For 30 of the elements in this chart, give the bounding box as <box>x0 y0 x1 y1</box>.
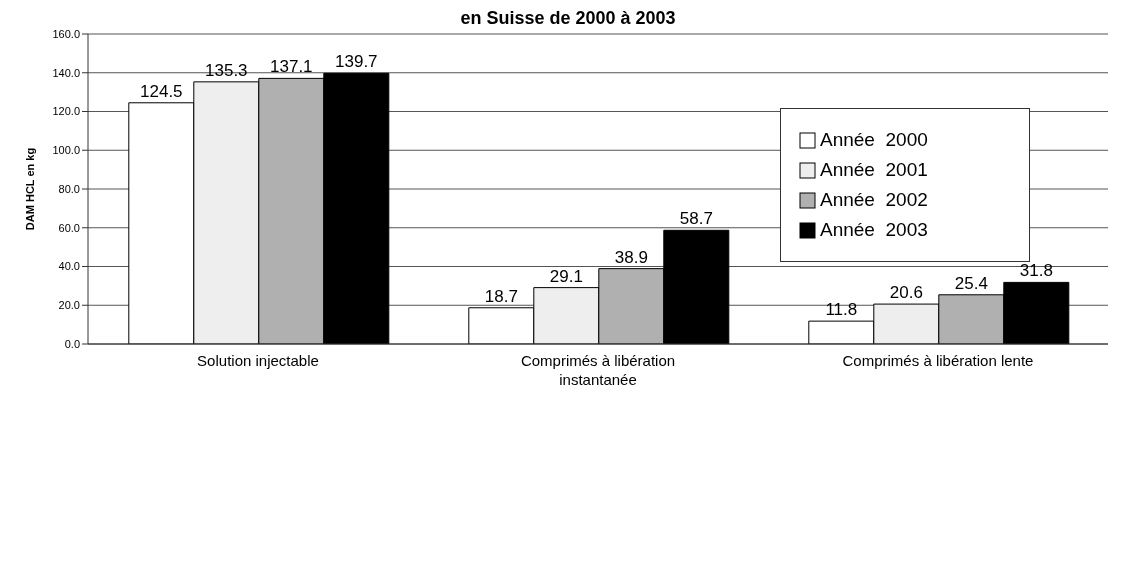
x-tick-label: Comprimés à libération instantanée <box>520 352 676 388</box>
y-tick-label: 0.0 <box>64 337 80 350</box>
data-label: 29.1 <box>549 266 583 286</box>
legend-label: Année 2003 <box>820 219 928 241</box>
data-label: 58.7 <box>679 209 713 229</box>
legend-label: Année 2001 <box>820 159 928 181</box>
y-tick-label: 80.0 <box>58 182 80 195</box>
data-label: 25.4 <box>954 273 988 293</box>
y-tick-label: 100.0 <box>52 144 80 157</box>
data-label: 18.7 <box>484 286 518 306</box>
legend-label: Année 2002 <box>820 189 928 211</box>
data-label: 135.3 <box>205 60 248 80</box>
y-axis-title: DAM HCL en kg <box>23 147 36 231</box>
y-tick-label: 60.0 <box>58 221 80 234</box>
y-tick-label: 160.0 <box>52 27 80 40</box>
data-label: 139.7 <box>335 52 378 72</box>
x-tick-label: Comprimés à libération lente <box>842 352 1034 369</box>
data-label: 137.1 <box>270 57 313 77</box>
y-tick-label: 20.0 <box>58 299 80 312</box>
y-tick-label: 40.0 <box>58 260 80 273</box>
data-label: 20.6 <box>889 283 923 303</box>
data-label: 31.8 <box>1019 261 1053 281</box>
y-tick-label: 140.0 <box>52 66 80 79</box>
x-tick-label: Solution injectable <box>197 352 319 369</box>
data-label: 124.5 <box>140 81 183 101</box>
y-tick-label: 120.0 <box>52 105 80 118</box>
data-label: 11.8 <box>825 300 858 320</box>
legend-label: Année 2000 <box>820 129 928 151</box>
chart-title: en Suisse de 2000 à 2003 <box>459 8 677 29</box>
data-label: 38.9 <box>614 247 648 267</box>
